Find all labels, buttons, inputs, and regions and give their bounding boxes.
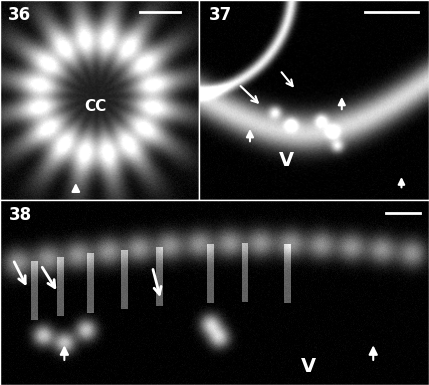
Text: 38: 38 — [9, 206, 32, 224]
Text: 37: 37 — [208, 6, 232, 24]
Text: 36: 36 — [8, 6, 31, 24]
Text: V: V — [301, 357, 317, 376]
Text: CC: CC — [85, 99, 107, 114]
Text: V: V — [279, 151, 294, 170]
